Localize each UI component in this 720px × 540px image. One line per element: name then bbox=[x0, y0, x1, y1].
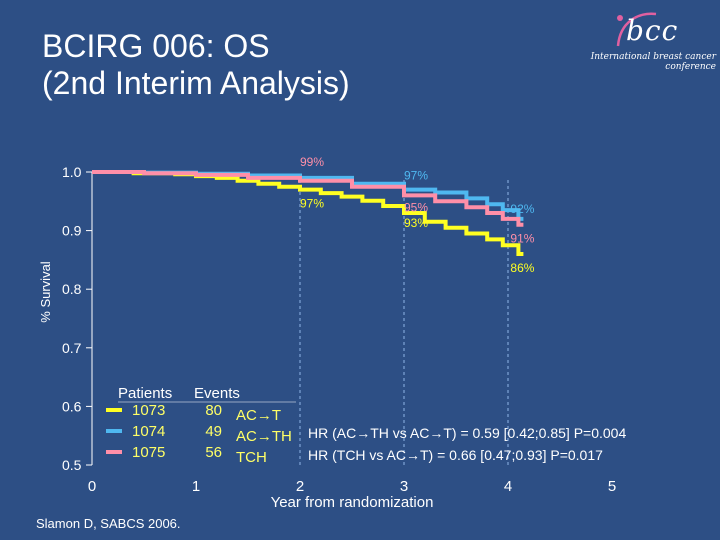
logo-swoosh-icon bbox=[616, 12, 657, 47]
legend-patients-0: 1073 bbox=[132, 402, 165, 419]
x-tick-label: 4 bbox=[504, 478, 512, 495]
annotation-label: 97% bbox=[404, 169, 428, 183]
hr-line-1: HR (AC→TH vs AC→T) = 0.59 [0.42;0.85] P=… bbox=[308, 425, 626, 441]
legend-rows: 1073 80 AC→T 1074 49 AC→TH 1075 56 TCH bbox=[106, 402, 292, 466]
ibcc-logo: bcc International breast cancer conferen… bbox=[560, 8, 716, 72]
y-tick-label: 0.8 bbox=[62, 281, 82, 297]
survival-annotations: 99% 97% 97% 95% 93% 92% 91% 86% bbox=[300, 155, 535, 275]
legend-arm-1: AC→TH bbox=[236, 428, 292, 445]
annotation-label: 91% bbox=[510, 232, 534, 246]
annotation-label: 92% bbox=[510, 202, 534, 216]
legend-header-events: Events bbox=[194, 385, 240, 402]
hazard-ratio-text: HR (AC→TH vs AC→T) = 0.59 [0.42;0.85] P=… bbox=[308, 425, 626, 463]
x-tick-label: 1 bbox=[192, 478, 200, 495]
x-tick-label: 3 bbox=[400, 478, 408, 495]
title-line-2: (2nd Interim Analysis) bbox=[42, 65, 350, 101]
y-ticks: 1.0 0.9 0.8 0.7 0.6 0.5 bbox=[62, 164, 92, 473]
slide-title: BCIRG 006: OS (2nd Interim Analysis) bbox=[42, 28, 522, 102]
series-line-0 bbox=[92, 170, 524, 256]
y-tick-label: 0.9 bbox=[62, 223, 82, 239]
series-lines bbox=[92, 170, 524, 256]
legend-arm-2: TCH bbox=[236, 449, 267, 466]
annotation-label: 97% bbox=[300, 197, 324, 211]
y-axis-label: % Survival bbox=[38, 261, 53, 323]
legend-events-2: 56 bbox=[205, 444, 222, 461]
legend-arm-0: AC→T bbox=[236, 407, 281, 424]
y-tick-label: 1.0 bbox=[62, 164, 82, 180]
y-tick-label: 0.5 bbox=[62, 457, 82, 473]
x-tick-label: 0 bbox=[88, 478, 96, 495]
annotation-label: 86% bbox=[510, 261, 534, 275]
legend-patients-2: 1075 bbox=[132, 444, 165, 461]
series-line-2 bbox=[92, 170, 524, 227]
legend-events-0: 80 bbox=[205, 402, 222, 419]
logo-mark: bcc bbox=[626, 14, 679, 47]
reference-lines bbox=[299, 180, 509, 468]
x-ticks: 0 1 2 3 4 5 bbox=[88, 478, 616, 495]
hr-line-2: HR (TCH vs AC→T) = 0.66 [0.47;0.93] P=0.… bbox=[308, 447, 603, 463]
legend-header-patients: Patients bbox=[118, 385, 172, 402]
x-tick-label: 5 bbox=[608, 478, 616, 495]
annotation-label: 99% bbox=[300, 155, 324, 169]
logo-caption: International breast cancer conference bbox=[590, 52, 716, 72]
legend-patients-1: 1074 bbox=[132, 423, 165, 440]
x-axis-label: Year from randomization bbox=[271, 494, 434, 511]
citation-footnote: Slamon D, SABCS 2006. bbox=[36, 516, 181, 531]
x-tick-label: 2 bbox=[296, 478, 304, 495]
legend-events-1: 49 bbox=[205, 423, 222, 440]
annotation-label: 95% bbox=[404, 200, 428, 214]
annotation-label: 93% bbox=[404, 216, 428, 230]
title-line-1: BCIRG 006: OS bbox=[42, 28, 270, 64]
y-tick-label: 0.7 bbox=[62, 340, 82, 356]
y-tick-label: 0.6 bbox=[62, 398, 82, 414]
